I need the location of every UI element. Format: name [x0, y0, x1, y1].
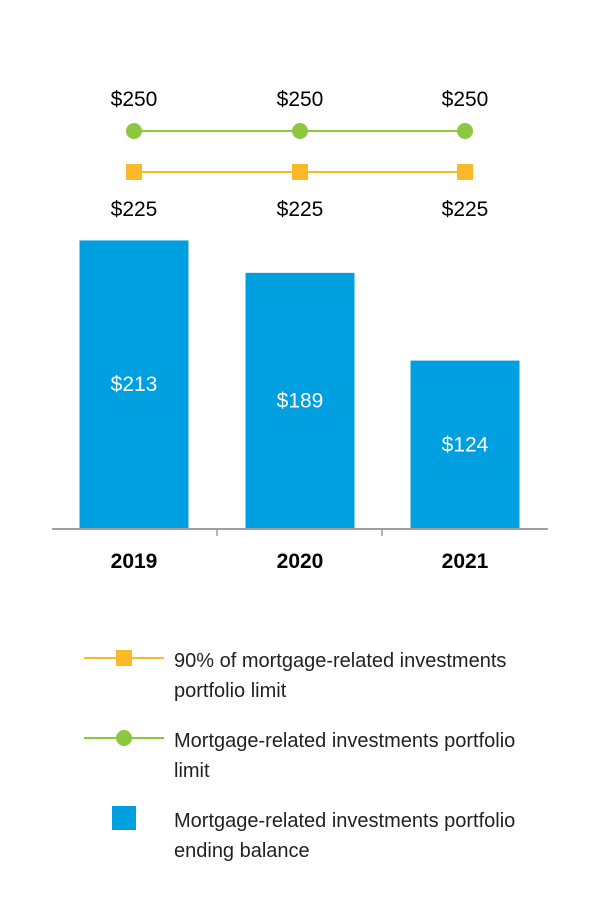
pct-limit-point-2021 — [457, 164, 473, 180]
bar-2021 — [410, 360, 520, 528]
x-tick-label-2019: 2019 — [111, 550, 158, 573]
x-tick-label-2020: 2020 — [277, 550, 324, 573]
bar-2019 — [79, 240, 189, 528]
pct-limit-label-2021: $225 — [442, 198, 489, 221]
pct-limit-point-2019 — [126, 164, 142, 180]
limit-point-2021 — [457, 123, 473, 139]
pct-limit-label-2019: $225 — [111, 198, 158, 221]
pct-limit-point-2020 — [292, 164, 308, 180]
legend-item-90pct-limit: 90% of mortgage-related investments port… — [84, 646, 584, 706]
legend-label-line-1: Mortgage-related investments portfolio — [174, 810, 516, 832]
legend-label-portfolio-limit: Mortgage-related investments portfolio l… — [174, 726, 534, 786]
legend-symbol-square-line — [84, 650, 164, 666]
legend-label-line-2: limit — [174, 760, 210, 782]
legend-label-line-2: portfolio limit — [174, 680, 287, 702]
legend-label-ending-balance: Mortgage-related investments portfolio e… — [174, 806, 534, 866]
legend-symbol-circle-line — [84, 730, 164, 746]
limit-label-2020: $250 — [277, 88, 324, 111]
bar-label-2019: $213 — [111, 373, 158, 396]
limit-label-2021: $250 — [442, 88, 489, 111]
legend-item-ending-balance: Mortgage-related investments portfolio e… — [84, 806, 584, 866]
legend-symbol-square — [112, 806, 136, 830]
legend-label-line-1: Mortgage-related investments portfolio — [174, 730, 516, 752]
legend-label-line-1: 90% of mortgage-related investments — [174, 650, 507, 672]
legend-item-portfolio-limit: Mortgage-related investments portfolio l… — [84, 726, 584, 786]
chart: $213 $189 $124 2019 2020 2021 $250 $250 $250 $225… — [52, 88, 548, 573]
legend-label-90pct-limit: 90% of mortgage-related investments port… — [174, 646, 534, 706]
legend-label-line-2: ending balance — [174, 840, 310, 862]
bar-label-2020: $189 — [277, 389, 324, 412]
bar-2020 — [245, 272, 355, 528]
limit-point-2020 — [292, 123, 308, 139]
limit-point-2019 — [126, 123, 142, 139]
bar-label-2021: $124 — [442, 433, 489, 456]
x-tick-label-2021: 2021 — [442, 550, 489, 573]
limit-label-2019: $250 — [111, 88, 158, 111]
pct-limit-label-2020: $225 — [277, 198, 324, 221]
